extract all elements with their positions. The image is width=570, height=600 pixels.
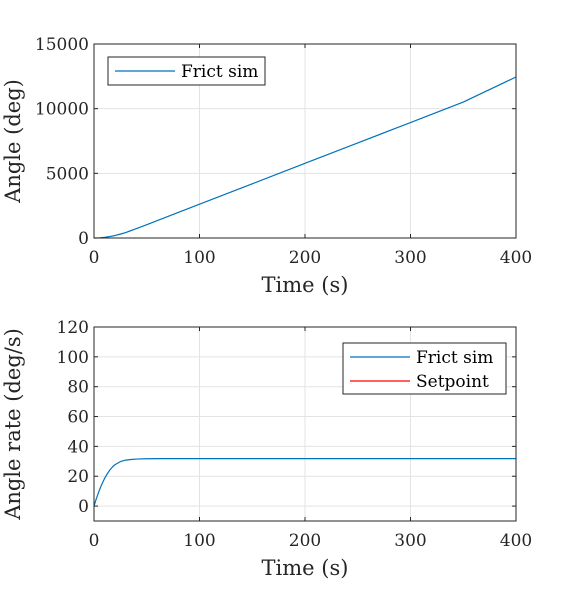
x-axis-label: Time (s) xyxy=(262,556,349,580)
chart-1: 0 100 200 300 400 0 5000 10000 15000 Time (s) Angl… xyxy=(1,35,532,297)
chart-2: 0 100 200 300 400 0 20 40 60 80 100 120 Time (s) Angl… xyxy=(1,318,532,580)
x-tick-label: 100 xyxy=(183,248,215,268)
y-tick-label: 5000 xyxy=(46,164,89,184)
y-tick-label: 0 xyxy=(78,229,89,249)
y-tick-label: 120 xyxy=(57,318,89,338)
legend-label: Frict sim xyxy=(416,348,493,368)
x-tick-label: 400 xyxy=(500,248,532,268)
y-tick-label: 15000 xyxy=(35,35,89,55)
x-tick-label: 300 xyxy=(394,531,426,551)
x-axis-label: Time (s) xyxy=(262,273,349,297)
legend: Frict sim xyxy=(107,56,266,86)
x-tick-label: 300 xyxy=(394,248,426,268)
x-tick-label: 200 xyxy=(289,248,321,268)
legend: Frict sim Setpoint xyxy=(342,342,507,395)
y-axis-label: Angle rate (deg/s) xyxy=(1,328,25,521)
x-tick-label: 100 xyxy=(183,531,215,551)
y-tick-label: 60 xyxy=(67,408,89,428)
legend-label: Setpoint xyxy=(416,372,489,392)
y-axis-label: Angle (deg) xyxy=(1,79,25,204)
y-tick-label: 80 xyxy=(67,378,89,398)
y-tick-label: 100 xyxy=(57,348,89,368)
legend-label: Frict sim xyxy=(181,62,258,82)
x-tick-label: 400 xyxy=(500,531,532,551)
x-tick-label: 200 xyxy=(289,531,321,551)
y-tick-label: 20 xyxy=(67,467,89,487)
x-tick-label: 0 xyxy=(89,531,100,551)
y-tick-label: 40 xyxy=(67,437,89,457)
y-tick-label: 10000 xyxy=(35,100,89,120)
legend-box xyxy=(342,342,507,395)
series-line-1 xyxy=(93,458,516,507)
y-tick-label: 0 xyxy=(78,497,89,517)
series-line-1 xyxy=(93,76,517,239)
x-tick-label: 0 xyxy=(89,248,100,268)
